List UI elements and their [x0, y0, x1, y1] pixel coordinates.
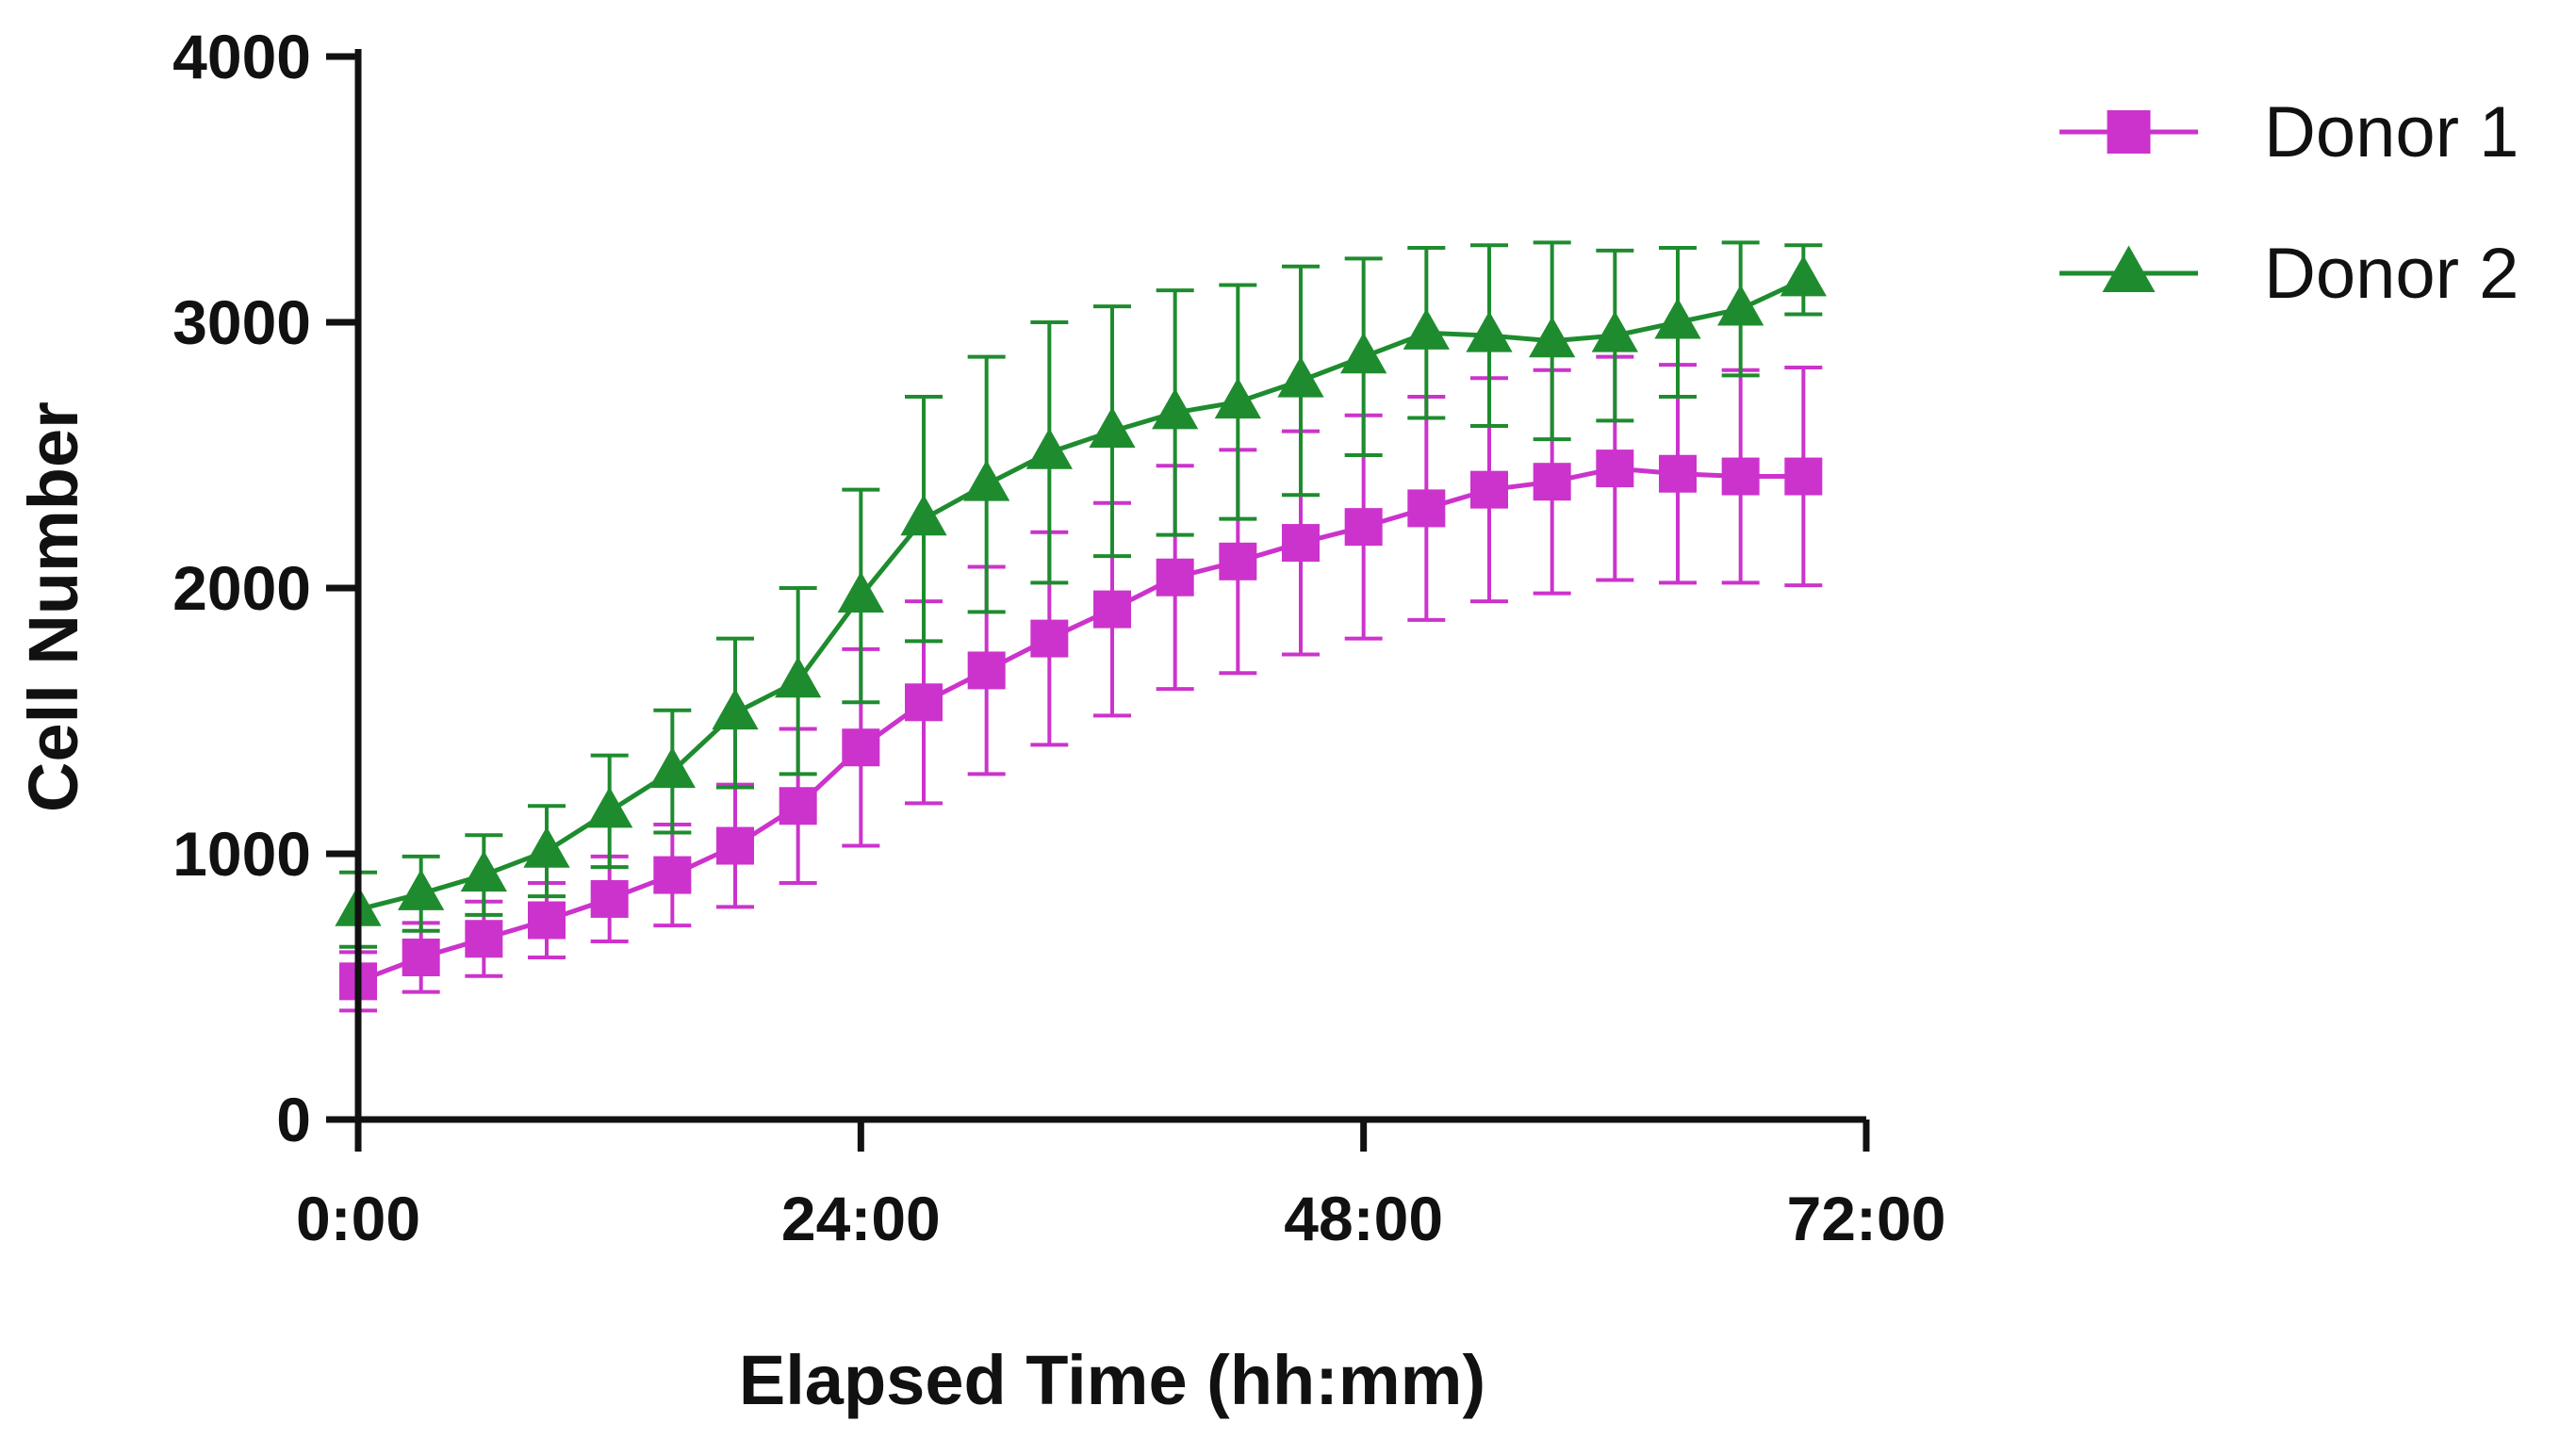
donor-1-point: [1659, 454, 1697, 493]
donor-2-point: [1214, 377, 1261, 419]
markers-layer: [335, 254, 1827, 1001]
donor-1-point: [590, 879, 629, 918]
donor-2-point: [1152, 387, 1199, 430]
donor-1-point: [1156, 558, 1194, 597]
donor-1-point: [1093, 590, 1131, 629]
donor-1-point: [465, 920, 503, 958]
donor-2-point: [1466, 311, 1513, 352]
y-tick-label: 0: [276, 1085, 311, 1154]
donor-1-point: [1470, 470, 1508, 509]
series-lines-layer: [357, 277, 1805, 984]
donor-2-point: [1529, 316, 1576, 358]
donor-1-point: [842, 728, 880, 767]
y-axis-title: Cell Number: [14, 401, 92, 812]
donor-1-point: [402, 938, 440, 976]
donor-1-point: [1407, 489, 1446, 528]
donor-1-point: [905, 683, 943, 722]
legend: Donor 1 Donor 2: [2059, 92, 2519, 314]
y-tick-label: 1000: [172, 819, 311, 889]
x-tick-label: 48:00: [1284, 1184, 1443, 1253]
donor-2-legend-label: Donor 2: [2264, 234, 2519, 314]
y-tick-label: 4000: [172, 22, 311, 91]
donor-2-point: [963, 460, 1010, 501]
donor-2-point: [1340, 332, 1387, 374]
x-tick-label: 24:00: [781, 1184, 941, 1253]
donor-1-point: [779, 787, 817, 826]
donor-2-point: [712, 688, 759, 730]
y-tick-label: 2000: [172, 553, 311, 623]
donor-1-legend-label: Donor 1: [2264, 92, 2519, 172]
donor-2-line: [357, 277, 1805, 912]
error-bars-layer: [339, 240, 1823, 1013]
donor-2-point: [1025, 428, 1073, 469]
donor-2-point: [523, 826, 570, 868]
donor-2-point: [1591, 311, 1638, 352]
x-axis-title: Elapsed Time (hh:mm): [739, 1341, 1485, 1419]
donor-1-point: [1282, 524, 1320, 563]
donor-1-line: [357, 466, 1804, 984]
donor-2-point: [837, 571, 884, 613]
x-tick-label: 0:00: [296, 1184, 420, 1253]
donor-2-legend-marker: [2102, 245, 2156, 292]
y-tick-label: 3000: [172, 287, 311, 357]
donor-1-point: [528, 901, 566, 940]
donor-1-point: [1344, 508, 1383, 547]
donor-2-point: [1089, 406, 1136, 449]
donor-1-point: [1533, 463, 1571, 501]
donor-2-point: [1717, 284, 1764, 326]
donor-1-point: [1596, 450, 1634, 488]
donor-1-point: [1784, 457, 1823, 496]
donor-1-point: [1030, 619, 1069, 658]
donor-2-point: [1654, 298, 1701, 339]
donor-2-point: [398, 869, 445, 910]
donor-1-point: [716, 826, 754, 865]
donor-2-point: [648, 746, 696, 789]
axes-layer: 0 1000 2000 3000 4000 0:00 24:00 48:00 72:00 Elap…: [14, 22, 1945, 1419]
donor-2-point: [1403, 308, 1450, 350]
donor-1-point: [653, 856, 692, 894]
donor-1-legend-marker: [2107, 110, 2151, 154]
donor-2-point: [1277, 356, 1324, 398]
donor-2-point: [586, 786, 633, 828]
donor-2-point: [775, 656, 822, 698]
donor-2-point: [460, 850, 507, 892]
donor-1-point: [1721, 457, 1760, 496]
donor-1-point: [1219, 542, 1257, 580]
donor-2-point: [1780, 254, 1827, 297]
donor-2-point: [900, 494, 947, 536]
x-tick-label: 72:00: [1787, 1184, 1946, 1253]
donor-1-point: [967, 651, 1006, 690]
